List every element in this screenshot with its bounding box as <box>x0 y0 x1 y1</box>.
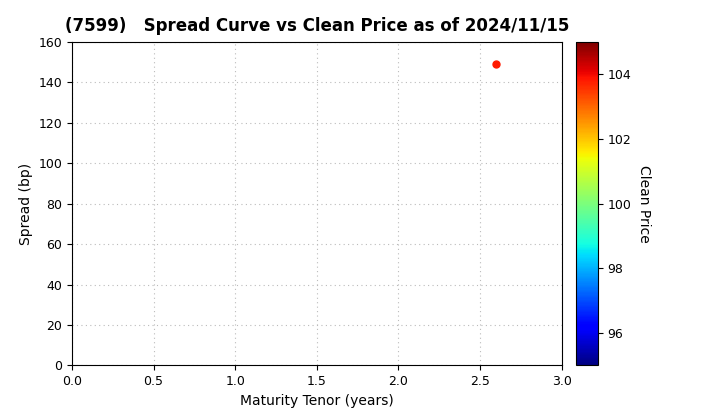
Y-axis label: Spread (bp): Spread (bp) <box>19 163 33 245</box>
Point <box>490 61 502 68</box>
Y-axis label: Clean Price: Clean Price <box>636 165 651 243</box>
X-axis label: Maturity Tenor (years): Maturity Tenor (years) <box>240 394 394 408</box>
Title: (7599)   Spread Curve vs Clean Price as of 2024/11/15: (7599) Spread Curve vs Clean Price as of… <box>65 17 569 35</box>
